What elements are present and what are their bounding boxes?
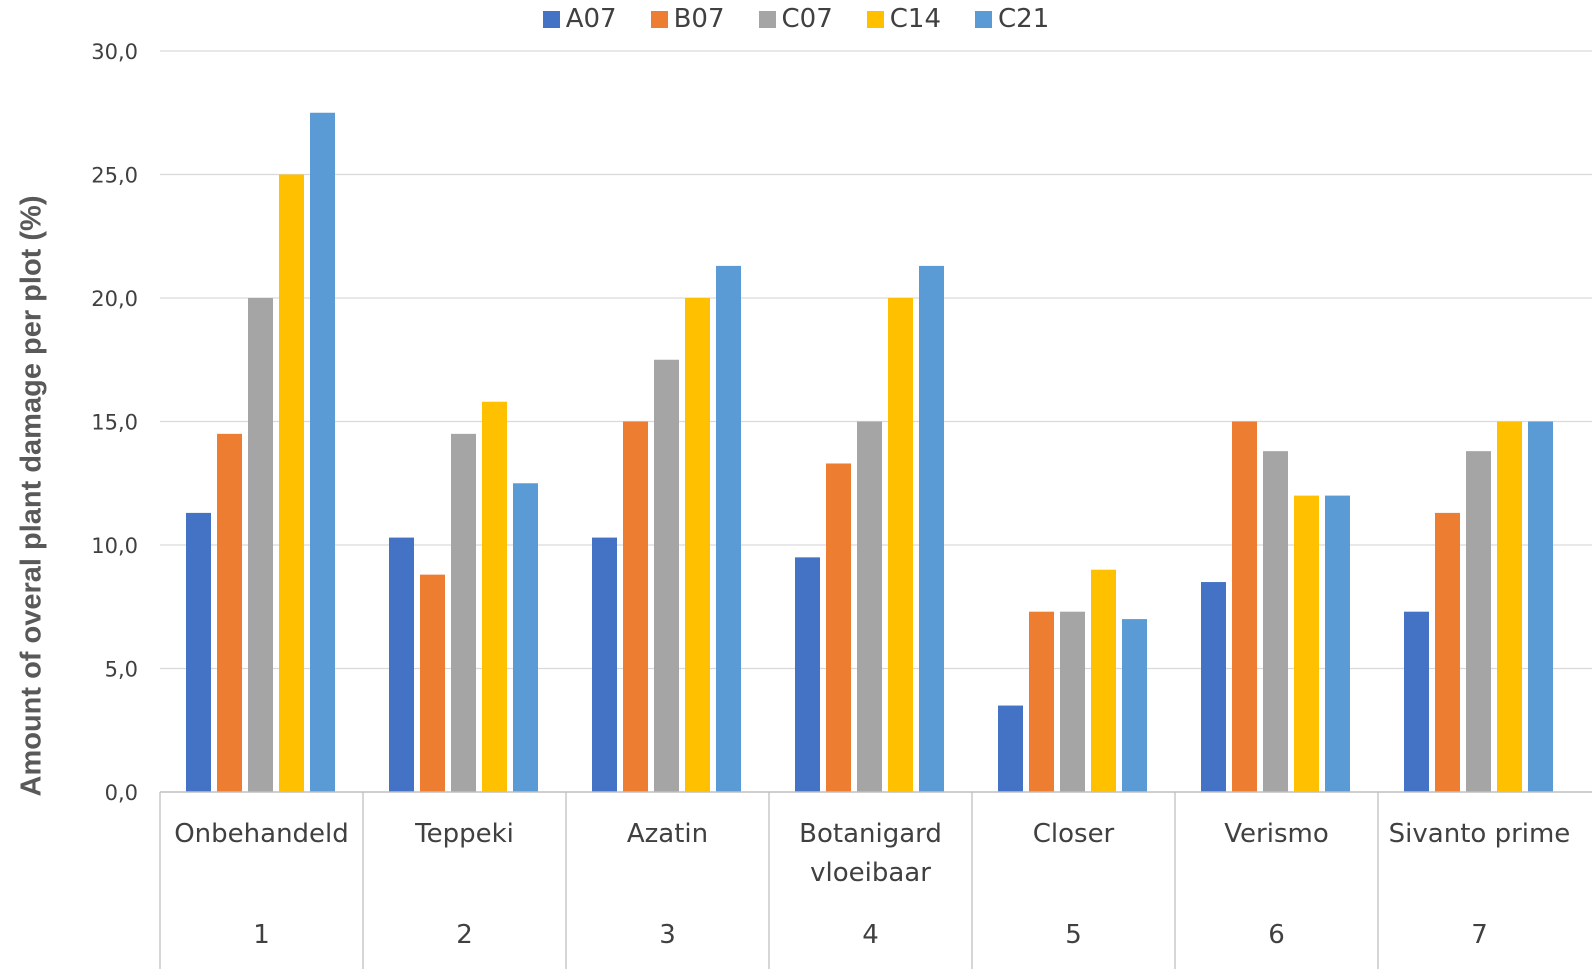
legend-swatch-c07 xyxy=(758,10,776,28)
y-tick-label: 20,0 xyxy=(91,287,138,311)
y-tick-label: 30,0 xyxy=(91,40,138,64)
legend-item-b07: B07 xyxy=(650,4,725,34)
category-label: Teppeki xyxy=(414,819,514,849)
category-label: Closer xyxy=(1033,819,1115,849)
bar-c21 xyxy=(513,483,538,792)
bar-c21 xyxy=(1325,495,1350,792)
bar-a07 xyxy=(1404,611,1429,792)
legend-swatch-c14 xyxy=(866,10,884,28)
bar-c21 xyxy=(1528,421,1553,792)
bar-a07 xyxy=(795,557,820,792)
bar-c14 xyxy=(888,298,913,792)
category-label: Verismo xyxy=(1224,819,1328,849)
bar-a07 xyxy=(998,705,1023,792)
bar-c07 xyxy=(654,359,679,792)
category-label: Botanigard xyxy=(799,819,942,849)
bar-c14 xyxy=(1091,569,1116,792)
y-tick-label: 5,0 xyxy=(105,658,138,682)
category-number: 2 xyxy=(456,920,473,950)
category-label: Azatin xyxy=(627,819,708,849)
bars xyxy=(186,112,1553,792)
bar-c14 xyxy=(685,298,710,792)
bar-c07 xyxy=(1060,611,1085,792)
bar-c14 xyxy=(482,401,507,792)
bar-b07 xyxy=(420,574,445,792)
legend-item-c14: C14 xyxy=(866,4,942,34)
category-number: 6 xyxy=(1268,920,1285,950)
legend-item-c21: C21 xyxy=(975,4,1049,34)
bar-c14 xyxy=(1497,421,1522,792)
bar-b07 xyxy=(217,433,242,792)
legend-item-c07: C07 xyxy=(758,4,833,34)
bar-b07 xyxy=(1029,611,1054,792)
category-number: 7 xyxy=(1471,920,1488,950)
bar-c14 xyxy=(279,174,304,792)
legend-label-b07: B07 xyxy=(673,4,725,34)
category-number: 4 xyxy=(862,920,879,950)
y-tick-label: 10,0 xyxy=(91,534,138,558)
chart-legend: A07 B07 C07 C14 C21 xyxy=(0,4,1592,34)
bar-b07 xyxy=(1435,512,1460,792)
legend-label-c14: C14 xyxy=(889,4,942,34)
y-axis-ticks: 0,0 5,0 10,0 15,0 20,0 25,0 30,0 xyxy=(91,40,138,805)
bar-b07 xyxy=(1232,421,1257,792)
bar-c21 xyxy=(716,265,741,792)
bar-a07 xyxy=(592,537,617,792)
bar-c21 xyxy=(310,112,335,792)
bar-a07 xyxy=(389,537,414,792)
legend-swatch-b07 xyxy=(650,10,668,28)
bar-c21 xyxy=(1122,619,1147,792)
bar-a07 xyxy=(186,512,211,792)
bar-b07 xyxy=(623,421,648,792)
y-tick-label: 15,0 xyxy=(91,411,138,435)
bar-a07 xyxy=(1201,582,1226,792)
bar-c14 xyxy=(1294,495,1319,792)
bar-c07 xyxy=(1466,451,1491,792)
y-tick-label: 0,0 xyxy=(105,781,138,805)
legend-swatch-c21 xyxy=(975,10,993,28)
category-label: vloeibaar xyxy=(810,858,931,888)
bar-c07 xyxy=(451,433,476,792)
legend-item-a07: A07 xyxy=(542,4,617,34)
bar-c07 xyxy=(857,421,882,792)
bar-c07 xyxy=(248,298,273,792)
category-number: 3 xyxy=(659,920,676,950)
bar-c07 xyxy=(1263,451,1288,792)
bar-b07 xyxy=(826,463,851,792)
legend-label-c21: C21 xyxy=(998,4,1050,34)
legend-label-a07: A07 xyxy=(565,4,617,34)
category-number: 5 xyxy=(1065,920,1082,950)
legend-swatch-a07 xyxy=(542,10,560,28)
category-label: Sivanto prime xyxy=(1389,819,1571,849)
category-number: 1 xyxy=(253,920,270,950)
y-tick-label: 25,0 xyxy=(91,164,138,188)
legend-label-c07: C07 xyxy=(781,4,833,34)
category-label: Onbehandeld xyxy=(174,819,349,849)
x-axis: Onbehandeld 1 Teppeki 2 Azatin 3 Botanigard vlo… xyxy=(159,791,1592,969)
bar-c21 xyxy=(919,265,944,792)
